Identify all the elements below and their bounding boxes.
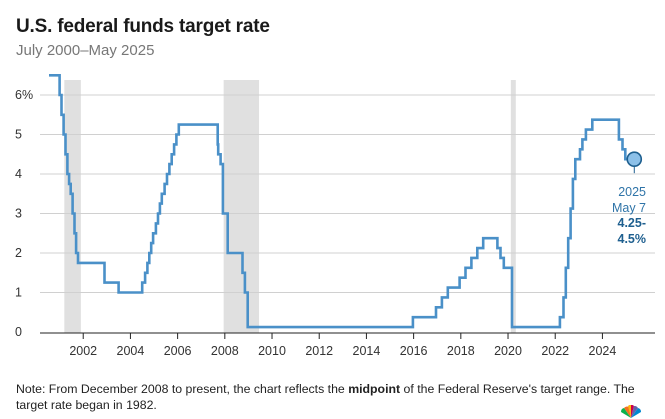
x-tick-label-2020: 2020 <box>494 344 522 358</box>
recession-band-1 <box>223 80 260 333</box>
annotation-value-line2: 4.5% <box>618 232 647 246</box>
x-tick-label-2002: 2002 <box>69 344 97 358</box>
y-tick-label-1: 1 <box>15 286 22 300</box>
annotation-layer: 2025 May 7 4.25- 4.5% <box>612 185 646 246</box>
x-tick-label-2022: 2022 <box>541 344 569 358</box>
note-text-2: of the Federal Reserve's target range. T… <box>16 382 635 412</box>
peacock-logo-icon <box>620 405 642 418</box>
x-tick-label-2024: 2024 <box>589 344 617 358</box>
x-tick-label-2012: 2012 <box>305 344 333 358</box>
y-tick-label-3: 3 <box>15 207 22 221</box>
note-text-1: Note: From December 2008 to present, the… <box>16 382 349 396</box>
y-tick-label-4: 4 <box>15 167 22 181</box>
y-tick-label-0: 0 <box>15 325 22 339</box>
chart-title: U.S. federal funds target rate <box>16 16 270 37</box>
annotation-year: 2025 <box>618 185 646 199</box>
chart-subtitle: July 2000–May 2025 <box>16 42 155 59</box>
annotation-date: May 7 <box>612 201 646 215</box>
annotation-value-line1: 4.25- <box>618 216 647 230</box>
series-layer <box>49 74 643 329</box>
x-tick-label-2006: 2006 <box>164 344 192 358</box>
y-tick-label-2: 2 <box>15 246 22 260</box>
last-point-marker <box>626 151 643 167</box>
gridlines-layer: 0 1 2 3 4 5 6% <box>15 88 655 339</box>
x-tick-label-2014: 2014 <box>353 344 381 358</box>
axis-layer: 2002 2004 2006 2008 2010 2012 2014 2016 2018 2020… <box>40 332 655 358</box>
x-tick-label-2018: 2018 <box>447 344 475 358</box>
y-tick-label-6: 6% <box>15 88 33 102</box>
x-tick-label-2004: 2004 <box>117 344 145 358</box>
chart-note: Note: From December 2008 to present, the… <box>16 381 636 413</box>
x-tick-label-2008: 2008 <box>211 344 239 358</box>
recession-band-2 <box>510 80 516 333</box>
note-bold: midpoint <box>348 382 401 396</box>
rate-series-line <box>49 74 635 329</box>
recession-shading-layer <box>64 80 516 333</box>
chart-svg: 0 1 2 3 4 5 6% 2002 2004 2006 2008 2010 2012 2014 201… <box>15 74 655 358</box>
y-tick-label-5: 5 <box>15 128 22 142</box>
x-tick-label-2010: 2010 <box>258 344 286 358</box>
x-tick-label-2016: 2016 <box>400 344 428 358</box>
